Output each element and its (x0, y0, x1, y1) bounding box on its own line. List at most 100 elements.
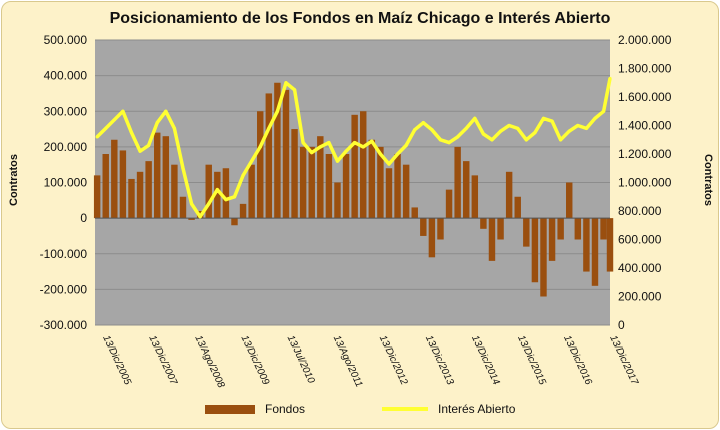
y-tick-label-right: 1.800.000 (618, 62, 672, 76)
point-interes-abierto (181, 166, 185, 170)
chart-title: Posicionamiento de los Fondos en Maíz Ch… (109, 10, 611, 27)
point-interes-abierto (241, 173, 245, 177)
point-interes-abierto (112, 118, 116, 122)
bar-fondos (360, 111, 367, 219)
point-interes-abierto (378, 152, 382, 156)
legend-item-interes-abierto: Interés Abierto (382, 402, 515, 416)
x-tick-label: 13/Dic/2016 (561, 334, 594, 387)
point-interes-abierto (361, 145, 365, 149)
bar-fondos (205, 164, 212, 219)
bar-fondos (411, 207, 418, 219)
bar-fondos (308, 146, 315, 219)
point-interes-abierto (353, 141, 357, 145)
legend-label-interes-abierto: Interés Abierto (438, 402, 516, 416)
y-tick-label-right: 2.000.000 (618, 33, 672, 47)
point-interes-abierto (104, 126, 108, 130)
x-tick-label: 13/Dic/2012 (377, 334, 410, 387)
bar-fondos (188, 218, 195, 220)
bar-fondos (154, 132, 161, 219)
y-tick-label-left: 0 (80, 211, 87, 225)
point-interes-abierto (258, 145, 262, 149)
bar-fondos (471, 175, 479, 219)
bar-fondos (591, 218, 599, 286)
x-tick-label: 13/Dic/2005 (100, 334, 133, 387)
y-tick-label-left: -100.000 (40, 247, 88, 261)
point-interes-abierto (138, 149, 142, 153)
bar-fondos (368, 139, 376, 219)
bar-fondos (299, 146, 307, 219)
bar-fondos (171, 164, 178, 219)
bar-fondos (514, 196, 521, 219)
y-tick-label-left: 400.000 (44, 69, 88, 83)
bar-fondos (265, 93, 273, 219)
bar-fondos (334, 182, 341, 219)
point-interes-abierto (121, 109, 125, 113)
point-interes-abierto (584, 126, 588, 130)
point-interes-abierto (608, 76, 612, 81)
bar-fondos (445, 189, 453, 219)
point-interes-abierto (335, 159, 340, 163)
point-interes-abierto (507, 123, 511, 128)
point-interes-abierto (189, 202, 194, 206)
point-interes-abierto (318, 145, 322, 149)
bar-fondos (325, 154, 333, 219)
bar-fondos (600, 218, 607, 240)
bar-fondos (574, 218, 582, 240)
x-tick-label: 13/Dic/2015 (515, 334, 548, 387)
point-interes-abierto (327, 141, 331, 145)
point-interes-abierto (207, 202, 211, 206)
bar-fondos (394, 154, 401, 219)
point-interes-abierto (438, 138, 443, 142)
bar-fondos (231, 218, 238, 226)
bar-fondos (377, 146, 384, 219)
point-interes-abierto (250, 159, 254, 163)
bar-fondos (111, 139, 118, 219)
bar-fondos (480, 218, 487, 229)
y-tick-label-right: 1.200.000 (618, 147, 672, 161)
point-interes-abierto (533, 131, 537, 135)
point-interes-abierto (387, 162, 391, 166)
point-interes-abierto (95, 135, 99, 139)
bar-fondos (179, 196, 187, 219)
bar-fondos (128, 178, 135, 219)
point-interes-abierto (550, 119, 554, 123)
point-interes-abierto (147, 143, 151, 148)
bar-fondos (248, 164, 255, 219)
x-tick-label: 13/Dic/2014 (469, 334, 502, 387)
bar-fondos (557, 218, 564, 240)
bar-fondos (385, 168, 393, 219)
bar-fondos (583, 218, 590, 272)
point-interes-abierto (447, 141, 451, 145)
y-tick-label-left: -300.000 (40, 318, 88, 332)
legend-swatch-fondos (205, 404, 255, 414)
point-interes-abierto (344, 149, 348, 153)
y-tick-label-right: 1.000.000 (618, 176, 672, 190)
x-tick-label: 13/Ago/2011 (331, 334, 365, 389)
bar-fondos (505, 171, 513, 219)
point-interes-abierto (498, 129, 503, 133)
point-interes-abierto (267, 126, 271, 130)
point-interes-abierto (567, 129, 571, 133)
bar-fondos (222, 168, 230, 219)
bar-fondos (342, 154, 350, 219)
bar-fondos (454, 146, 461, 219)
point-interes-abierto (164, 109, 168, 113)
point-interes-abierto (541, 116, 546, 120)
y-tick-label-right: 800.000 (618, 204, 662, 218)
x-tick-label: 13/Dic/2009 (239, 334, 272, 387)
point-interes-abierto (421, 121, 425, 125)
point-interes-abierto (395, 152, 400, 156)
point-interes-abierto (310, 150, 314, 155)
y-tick-label-right: 600.000 (618, 233, 662, 247)
point-interes-abierto (559, 138, 563, 142)
point-interes-abierto (430, 128, 434, 132)
y-tick-label-right: 400.000 (618, 261, 662, 275)
y-tick-label-left: -200.000 (40, 282, 88, 296)
y-tick-label-right: 1.400.000 (618, 119, 672, 133)
point-interes-abierto (404, 143, 408, 148)
bar-fondos (102, 154, 109, 219)
bar-fondos (548, 218, 556, 261)
x-tick-label: 13/Jul/2010 (285, 334, 317, 386)
bar-fondos (540, 218, 547, 297)
y-tick-label-left: 300.000 (44, 104, 88, 118)
